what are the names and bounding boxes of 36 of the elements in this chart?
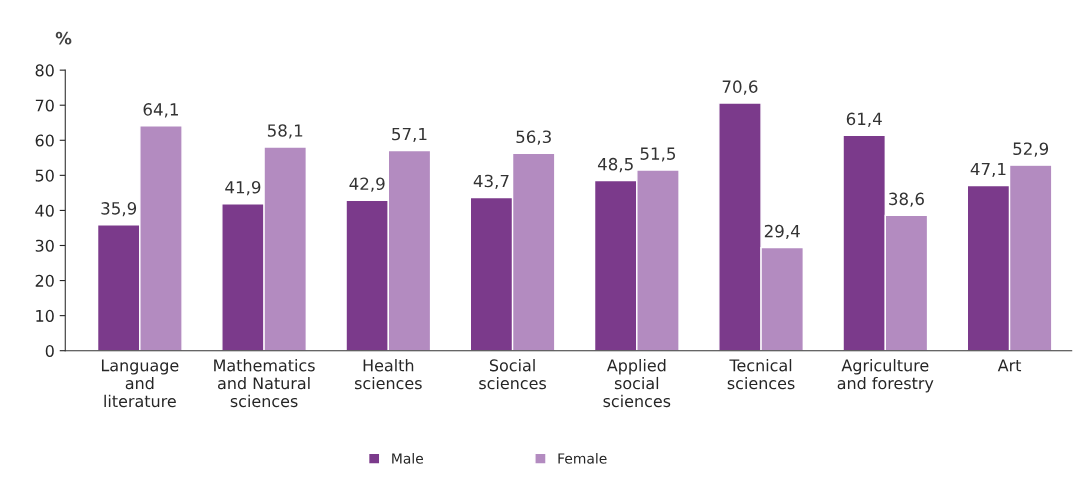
y-tick-label: 0: [45, 344, 54, 357]
y-tick-label: 30: [35, 239, 54, 252]
data-label: 35,9: [101, 202, 137, 217]
data-label: 48,5: [597, 157, 633, 173]
x-tick-label: Language and literature: [101, 359, 179, 408]
data-label: 61,4: [846, 112, 882, 127]
x-tick-label: Art: [997, 359, 1022, 372]
x-tick-label: Health sciences: [354, 359, 422, 390]
x-tick-label: Social sciences: [479, 359, 546, 390]
data-label: 70,6: [722, 80, 758, 95]
y-tick-label: 60: [35, 134, 54, 147]
data-label: 47,1: [970, 162, 1006, 178]
y-tick-label: 10: [36, 309, 54, 322]
data-label: 64,1: [143, 103, 178, 118]
data-label: 43,7: [473, 174, 509, 189]
data-label: 29,4: [764, 224, 800, 240]
y-tick-label: 70: [35, 99, 54, 112]
y-tick-label: 40: [35, 204, 54, 217]
x-tick-label: Applied social sciences: [603, 359, 671, 408]
data-label: 52,9: [1013, 142, 1049, 157]
data-label: 38,6: [889, 192, 924, 207]
x-tick-label: Agriculture and forestry: [837, 359, 934, 393]
y-tick-label: 80: [35, 64, 54, 77]
data-label: 41,9: [225, 180, 261, 196]
data-label: 58,1: [267, 124, 303, 139]
legend-label: Male: [392, 452, 424, 464]
x-tick-label: Tecnical sciences: [727, 359, 795, 390]
data-label: 51,5: [640, 147, 676, 162]
x-tick-label: Mathematics and Natural sciences: [214, 359, 315, 408]
y-tick-label: 50: [35, 169, 54, 182]
legend-label: Female: [558, 452, 607, 464]
y-axis-title: %: [55, 31, 72, 45]
data-label: 42,9: [349, 177, 385, 192]
data-label: 56,3: [516, 130, 551, 145]
data-label: 57,1: [392, 127, 427, 142]
y-tick-label: 20: [35, 274, 54, 287]
